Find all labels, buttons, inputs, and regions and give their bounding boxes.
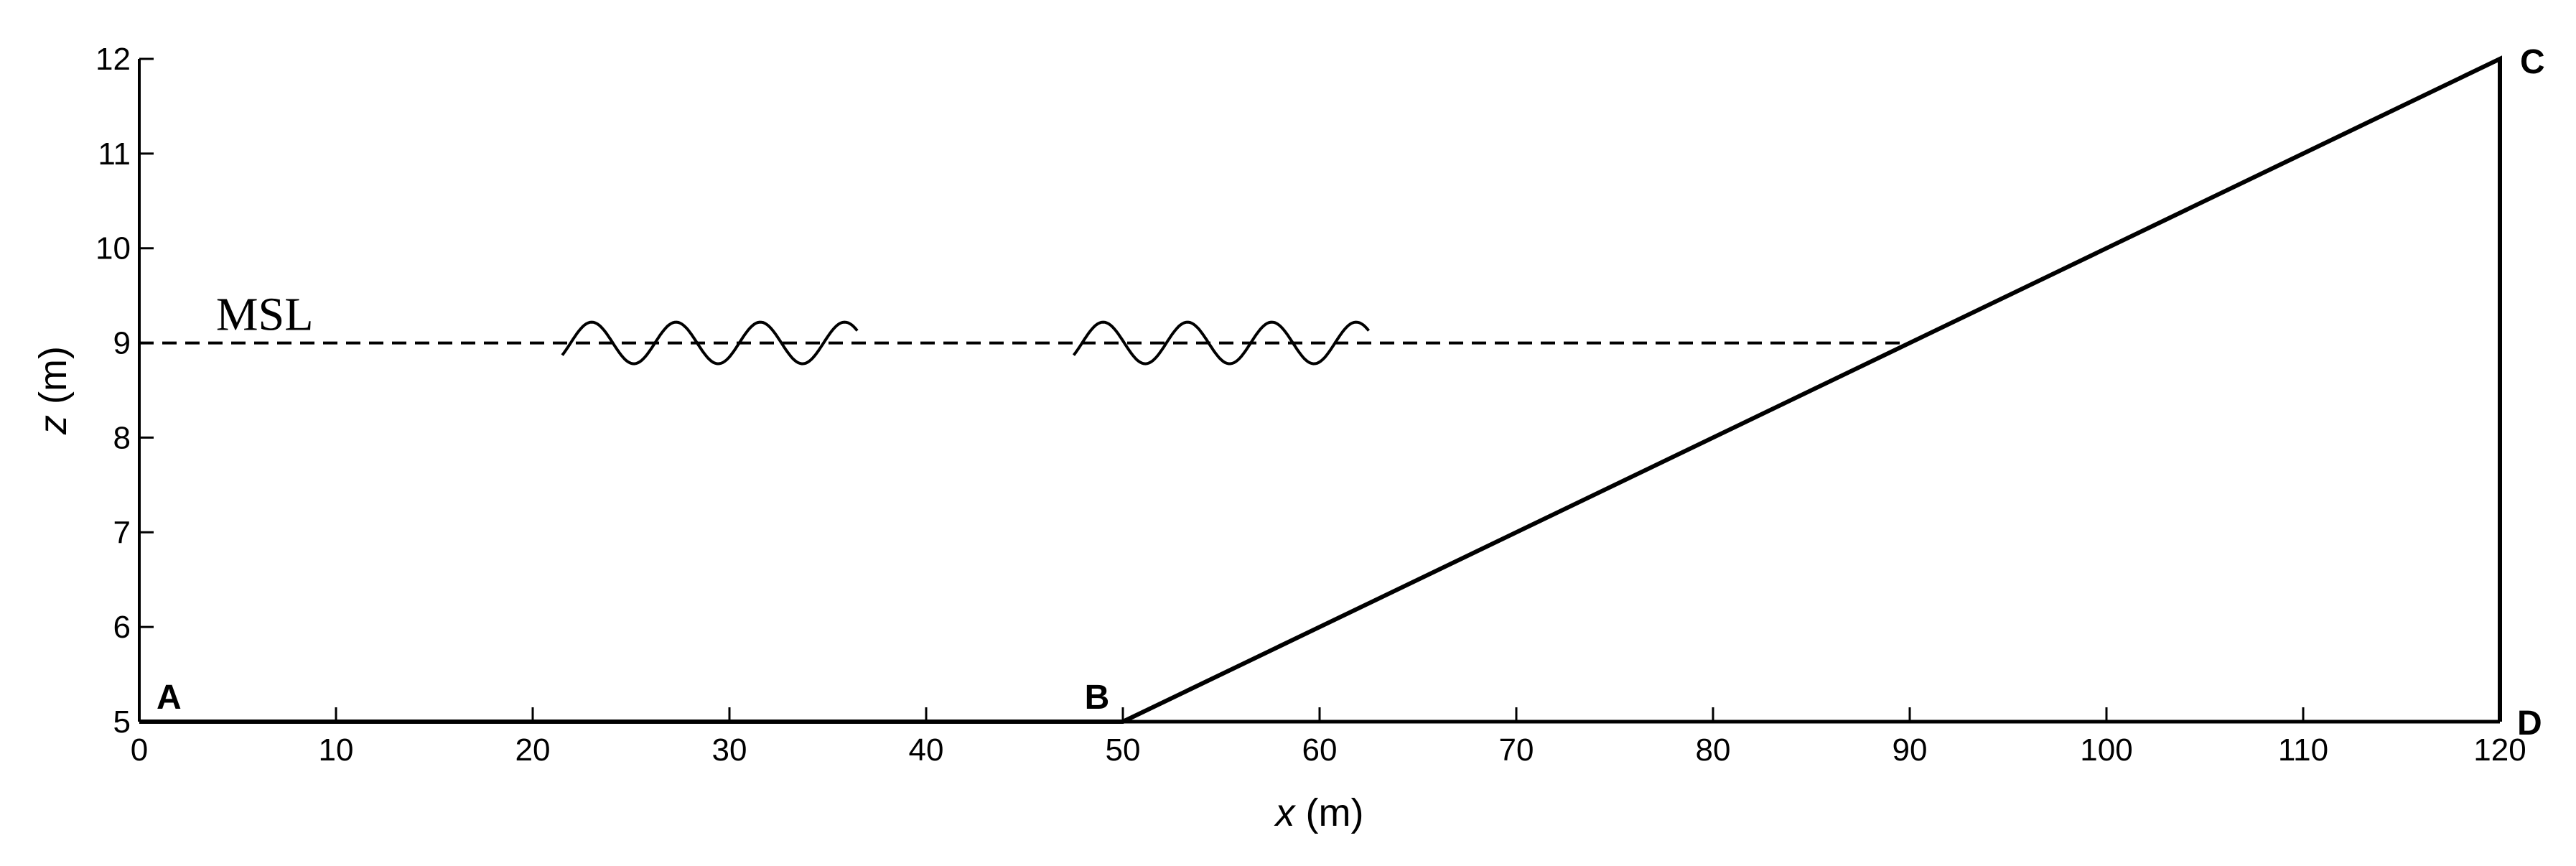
- point-label-c: C: [2520, 43, 2545, 81]
- x-axis-unit: (m): [1295, 791, 1364, 834]
- profile-line: [139, 55, 2502, 724]
- x-tick-label: 90: [1893, 732, 1928, 768]
- x-axis-variable: x: [1274, 791, 1297, 834]
- x-axis-title: x (m): [1274, 791, 1364, 834]
- wave: [1072, 320, 1371, 366]
- y-tick-label: 7: [113, 515, 131, 550]
- waves: [561, 320, 1371, 366]
- x-tick-label: 40: [909, 732, 944, 768]
- point-label-d: D: [2517, 704, 2542, 742]
- y-axis-unit: (m): [32, 346, 75, 415]
- x-axis: 0 10 20 30 40 50 60 70 80 90 100 110 120: [131, 707, 2526, 768]
- x-ticks: 0 10 20 30 40 50 60 70 80 90 100 110 120: [131, 707, 2526, 768]
- x-tick-label: 80: [1696, 732, 1731, 768]
- point-labels: A B C D: [157, 43, 2545, 742]
- x-tick-label: 110: [2278, 732, 2328, 768]
- y-tick-label: 8: [113, 420, 131, 455]
- y-ticks: 5 6 7 8 9 10 11 12: [95, 42, 154, 740]
- point-label-a: A: [157, 679, 182, 717]
- y-tick-label: 9: [113, 326, 131, 361]
- wave: [561, 320, 859, 366]
- x-tick-label: 50: [1106, 732, 1141, 768]
- y-axis-variable: z: [32, 415, 75, 435]
- x-tick-label: 100: [2080, 732, 2132, 768]
- y-axis: 5 6 7 8 9 10 11 12: [95, 42, 154, 740]
- y-tick-label: 6: [113, 610, 131, 645]
- x-tick-label: 0: [131, 732, 148, 768]
- x-tick-label: 20: [515, 732, 551, 768]
- y-tick-label: 5: [113, 704, 131, 740]
- y-tick-label: 11: [98, 136, 131, 172]
- x-tick-label: 60: [1302, 732, 1338, 768]
- x-tick-label: 120: [2473, 732, 2526, 768]
- point-label-b: B: [1085, 679, 1110, 717]
- msl-label: MSL: [216, 289, 314, 341]
- y-tick-label: 10: [95, 231, 131, 266]
- x-tick-label: 70: [1499, 732, 1534, 768]
- y-axis-title: z (m): [32, 346, 75, 435]
- x-tick-label: 10: [319, 732, 354, 768]
- y-tick-label: 12: [95, 42, 131, 77]
- x-tick-label: 30: [712, 732, 747, 768]
